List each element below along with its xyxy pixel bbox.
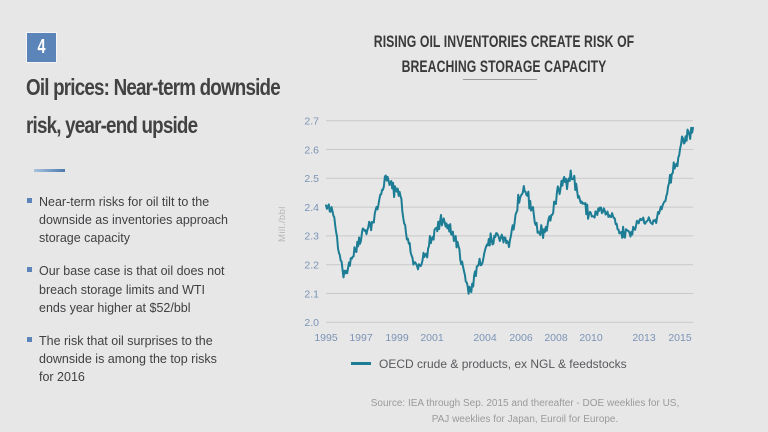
svg-text:2.3: 2.3 bbox=[304, 231, 319, 243]
svg-text:1997: 1997 bbox=[349, 332, 373, 344]
svg-text:2004: 2004 bbox=[473, 332, 497, 344]
svg-text:2.7: 2.7 bbox=[304, 116, 319, 128]
svg-text:2008: 2008 bbox=[544, 332, 568, 344]
svg-text:2.5: 2.5 bbox=[304, 173, 319, 185]
svg-text:2015: 2015 bbox=[668, 332, 692, 344]
svg-text:2010: 2010 bbox=[579, 332, 603, 344]
svg-text:2.2: 2.2 bbox=[304, 260, 319, 272]
svg-text:2.4: 2.4 bbox=[304, 202, 319, 214]
svg-text:2001: 2001 bbox=[420, 332, 444, 344]
svg-text:2.0: 2.0 bbox=[304, 317, 319, 329]
svg-text:2013: 2013 bbox=[632, 332, 656, 344]
svg-text:2.6: 2.6 bbox=[304, 144, 319, 156]
svg-text:1995: 1995 bbox=[314, 332, 338, 344]
svg-text:2.1: 2.1 bbox=[304, 288, 319, 300]
svg-text:2006: 2006 bbox=[509, 332, 533, 344]
svg-text:1999: 1999 bbox=[385, 332, 409, 344]
